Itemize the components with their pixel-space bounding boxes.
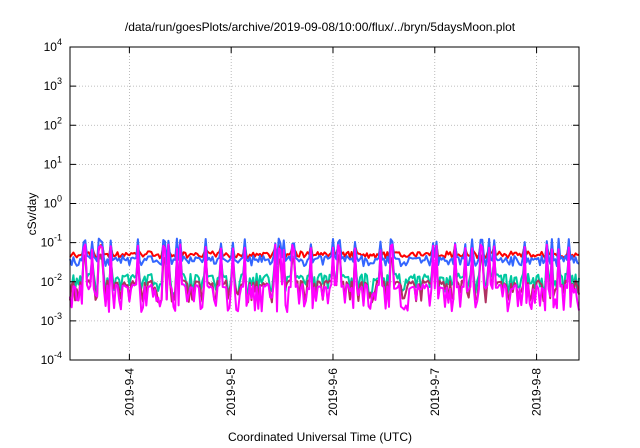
y-axis: 10-4 10-3 10-2 10-1 100 101 102 103 104 [41, 37, 579, 367]
x-axis-label: Coordinated Universal Time (UTC) [227, 430, 413, 444]
x-tick-label: 2019-9-6 [326, 368, 340, 416]
y-tick-label: 10-3 [41, 311, 62, 328]
series-line [69, 243, 580, 313]
x-tick-label: 2019-9-5 [224, 368, 238, 416]
y-tick-label: 102 [44, 115, 62, 132]
y-tick-label: 103 [44, 76, 62, 93]
y-tick-label: 100 [44, 194, 62, 211]
series-line [69, 237, 580, 268]
y-tick-label: 10-1 [41, 233, 62, 250]
x-tick-label: 2019-9-4 [122, 368, 136, 416]
chart-title: /data/run/goesPlots/archive/2019-09-08/1… [124, 20, 516, 34]
x-axis: 2019-9-4 2019-9-5 2019-9-6 2019-9-7 2019-9-8 [122, 47, 544, 416]
y-tick-label: 10-2 [41, 272, 62, 289]
x-tick-label: 2019-9-8 [530, 368, 544, 416]
y-axis-label: cSv/day [25, 192, 39, 236]
y-tick-label: 10-4 [41, 350, 62, 367]
series-group [69, 237, 580, 313]
y-tick-label: 101 [44, 154, 62, 171]
y-tick-label: 104 [44, 37, 62, 54]
x-tick-label: 2019-9-7 [428, 368, 442, 416]
grid-lines [70, 47, 579, 360]
